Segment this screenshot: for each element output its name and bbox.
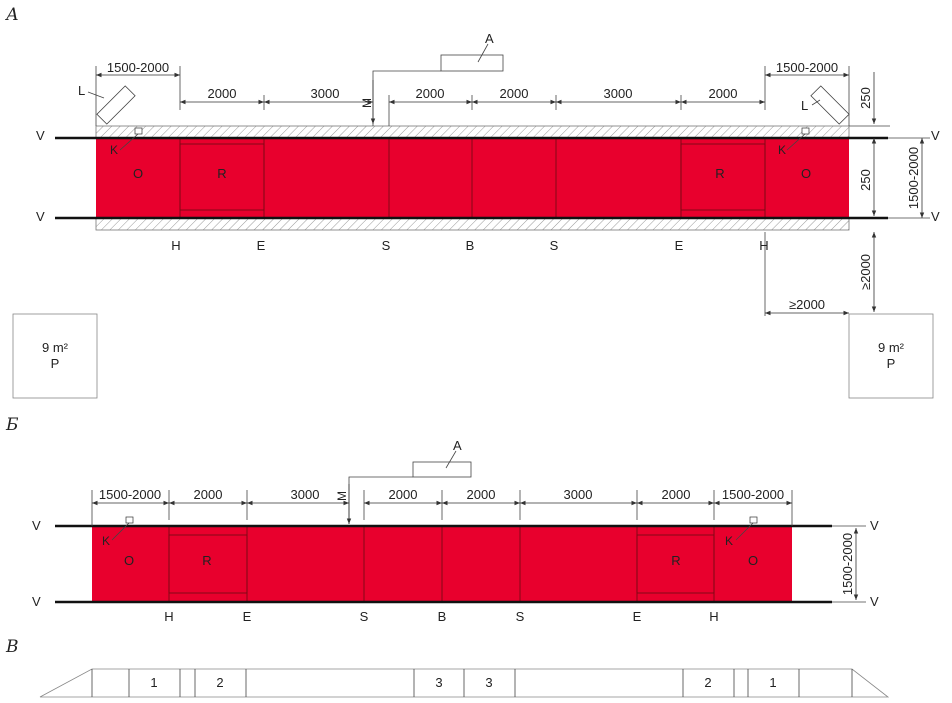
piste-a-dividers xyxy=(179,138,766,218)
lamp-icon-left: L xyxy=(78,83,136,125)
zone-number: 2 xyxy=(704,675,711,690)
runoff-strip-top xyxy=(95,125,850,139)
zone-label: R xyxy=(217,166,226,181)
dim-label: 3000 xyxy=(311,86,340,101)
lamp-icon-right: L xyxy=(801,85,850,125)
m-label-a: M xyxy=(360,98,374,108)
svg-text:P: P xyxy=(51,356,60,371)
dimension-right-a xyxy=(764,72,930,316)
v-label-b-br: V xyxy=(870,594,879,609)
zone-label: R xyxy=(202,553,211,568)
position-letter: S xyxy=(550,238,559,253)
position-letter: B xyxy=(438,609,447,624)
dim-label-right-top: 250 xyxy=(858,87,873,109)
dim-label-width: 1500-2000 xyxy=(906,147,921,209)
k-marker-b-left: K xyxy=(102,516,134,548)
piste-b-dividers xyxy=(168,526,715,602)
zone-number: 2 xyxy=(216,675,223,690)
zone-number: 3 xyxy=(435,675,442,690)
svg-text:L: L xyxy=(801,98,808,113)
zone-label: O xyxy=(748,553,758,568)
dim-label: 1500-2000 xyxy=(99,487,161,502)
position-letter: S xyxy=(360,609,369,624)
v-label-b-tl: V xyxy=(32,518,41,533)
position-letter: E xyxy=(257,238,266,253)
zone-label: R xyxy=(715,166,724,181)
position-letter: B xyxy=(466,238,475,253)
dim-label: 1500-2000 xyxy=(107,60,169,75)
dim-label: 2000 xyxy=(500,86,529,101)
position-letter: E xyxy=(243,609,252,624)
dim-label: 1500-2000 xyxy=(776,60,838,75)
svg-text:K: K xyxy=(725,534,733,548)
svg-text:P: P xyxy=(887,356,896,371)
dimension-right-b xyxy=(832,525,866,603)
dim-label-right-inner: 250 xyxy=(858,169,873,191)
dim-label: 2000 xyxy=(194,487,223,502)
v-label-b-bl: V xyxy=(32,594,41,609)
section-label-b: Б xyxy=(5,415,19,435)
dim-label: 2000 xyxy=(709,86,738,101)
dim-label-width-b: 1500-2000 xyxy=(840,533,855,595)
zone-number: 1 xyxy=(769,675,776,690)
v-label-a-tl: V xyxy=(36,128,45,143)
dim-label: 2000 xyxy=(416,86,445,101)
svg-text:A: A xyxy=(485,31,494,46)
piste-a xyxy=(96,138,849,218)
k-marker-left: K xyxy=(110,127,143,157)
area-box-left: 9 m² P xyxy=(12,313,98,399)
zone-label: O xyxy=(124,553,134,568)
position-letter: E xyxy=(675,238,684,253)
runoff-strip-bottom xyxy=(95,217,850,231)
k-marker-b-right: K xyxy=(725,516,758,548)
position-letter: H xyxy=(709,609,718,624)
svg-text:L: L xyxy=(78,83,85,98)
svg-text:K: K xyxy=(110,143,118,157)
v-label-a-bl: V xyxy=(36,209,45,224)
clearance-horizontal: ≥2000 xyxy=(789,297,825,312)
svg-text:K: K xyxy=(778,143,786,157)
a-box-a: A xyxy=(372,31,504,126)
dim-label: 3000 xyxy=(291,487,320,502)
section-label-c: В xyxy=(5,637,19,657)
position-letter: S xyxy=(382,238,391,253)
v-label-a-tr: V xyxy=(931,128,940,143)
dim-label: 3000 xyxy=(604,86,633,101)
svg-text:9 m²: 9 m² xyxy=(878,340,905,355)
a-box-b: A xyxy=(348,438,472,524)
k-marker-right: K xyxy=(778,127,810,157)
svg-text:9 m²: 9 m² xyxy=(42,340,69,355)
dim-label: 3000 xyxy=(564,487,593,502)
zone-label: R xyxy=(671,553,680,568)
position-letter: E xyxy=(633,609,642,624)
position-letter: H xyxy=(171,238,180,253)
position-letter: S xyxy=(516,609,525,624)
dimension-lines-a xyxy=(96,72,849,105)
zone-label: O xyxy=(133,166,143,181)
dim-label: 2000 xyxy=(662,487,691,502)
zone-label: O xyxy=(801,166,811,181)
position-letter: H xyxy=(164,609,173,624)
m-label-b: M xyxy=(335,491,349,501)
dim-label: 2000 xyxy=(208,86,237,101)
profile-strip xyxy=(39,668,890,698)
section-label-a: А xyxy=(5,5,19,25)
v-label-b-tr: V xyxy=(870,518,879,533)
svg-text:K: K xyxy=(102,534,110,548)
dim-label: 2000 xyxy=(389,487,418,502)
svg-text:A: A xyxy=(453,438,462,453)
clearance-vertical: ≥2000 xyxy=(858,254,873,290)
position-letter: H xyxy=(759,238,768,253)
v-label-a-br: V xyxy=(931,209,940,224)
dim-label: 2000 xyxy=(467,487,496,502)
zone-number: 3 xyxy=(485,675,492,690)
area-box-right: 9 m² P xyxy=(848,313,934,399)
dim-label: 1500-2000 xyxy=(722,487,784,502)
zone-number: 1 xyxy=(150,675,157,690)
